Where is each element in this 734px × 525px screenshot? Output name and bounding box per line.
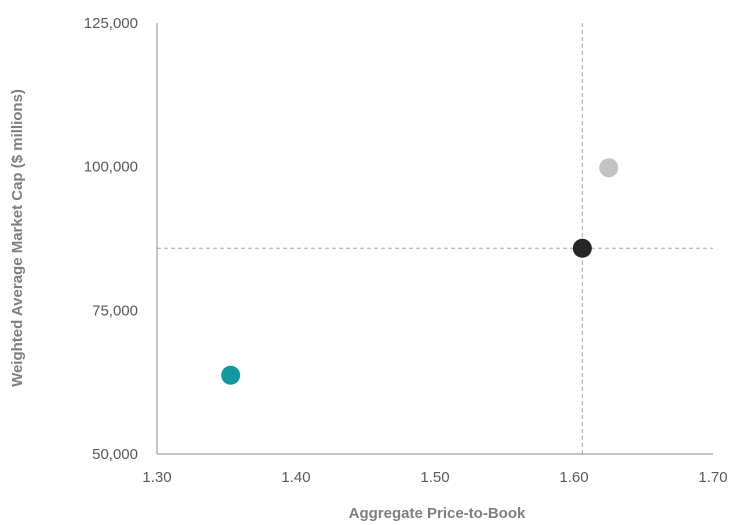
data-points bbox=[221, 158, 619, 385]
reference-lines bbox=[157, 23, 713, 454]
x-tick-label: 1.70 bbox=[698, 469, 727, 486]
data-point bbox=[599, 158, 619, 178]
x-tick-label: 1.40 bbox=[281, 469, 310, 486]
y-tick-label: 100,000 bbox=[84, 159, 138, 176]
x-tick-label: 1.30 bbox=[142, 469, 171, 486]
data-point bbox=[572, 238, 592, 258]
y-tick-label: 50,000 bbox=[92, 446, 138, 463]
y-tick-label: 75,000 bbox=[92, 302, 138, 319]
x-axis-title: Aggregate Price-to-Book bbox=[349, 505, 526, 522]
y-tick-labels: 50,000 75,000 100,000 125,000 bbox=[84, 15, 138, 463]
data-point bbox=[221, 365, 241, 385]
x-tick-labels: 1.30 1.40 1.50 1.60 1.70 bbox=[142, 469, 727, 486]
y-tick-label: 125,000 bbox=[84, 15, 138, 32]
y-axis-title: Weighted Average Market Cap ($ millions) bbox=[9, 89, 26, 387]
x-tick-label: 1.50 bbox=[420, 469, 449, 486]
x-tick-label: 1.60 bbox=[559, 469, 588, 486]
